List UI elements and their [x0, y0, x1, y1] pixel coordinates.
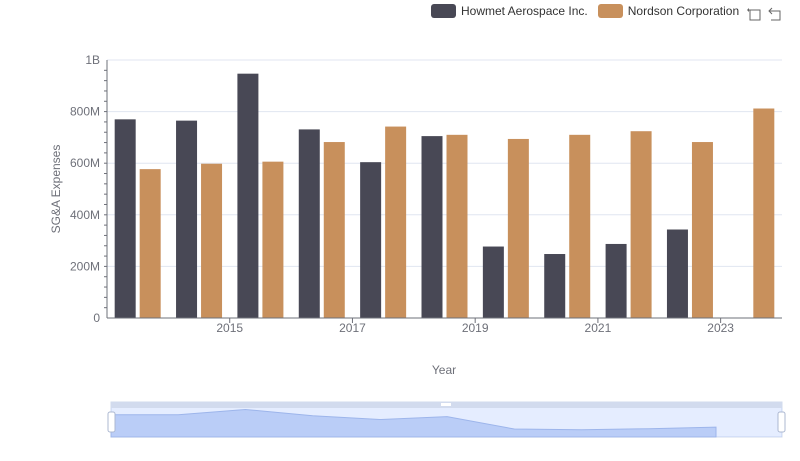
bar-nordson-2022[interactable]	[630, 131, 652, 318]
x-axis: 2015 2017 2019 2021 2023	[107, 317, 782, 335]
bar-howmet-2014[interactable]	[114, 119, 136, 318]
bar-howmet-2019[interactable]	[421, 136, 443, 318]
legend-swatch-howmet	[431, 4, 456, 18]
y-tick-label: 600M	[70, 156, 100, 170]
slider-drag-grip[interactable]	[441, 403, 451, 406]
bar-howmet-2022[interactable]	[605, 243, 627, 318]
x-tick-label: 2021	[585, 321, 612, 335]
bar-nordson-2020[interactable]	[507, 138, 529, 318]
x-tick-label: 2023	[707, 321, 734, 335]
x-axis-title: Year	[432, 363, 456, 377]
slider-right-handle[interactable]	[777, 411, 786, 433]
y-tick-label: 1B	[85, 53, 100, 67]
bar-nordson-2015[interactable]	[201, 163, 223, 318]
bar-nordson-2024[interactable]	[753, 108, 775, 318]
legend: Howmet Aerospace Inc. Nordson Corporatio…	[431, 4, 749, 18]
x-tick-label: 2019	[462, 321, 489, 335]
y-tick-label: 800M	[70, 105, 100, 119]
x-tick-label: 2017	[339, 321, 366, 335]
bar-howmet-2015[interactable]	[176, 120, 198, 318]
bar-nordson-2016[interactable]	[262, 161, 284, 318]
bars	[114, 73, 775, 319]
y-tick-label: 0	[93, 311, 100, 325]
slider-selected-range	[111, 408, 782, 437]
toolbox	[746, 6, 790, 22]
bar-nordson-2017[interactable]	[323, 142, 345, 318]
zoom-icon[interactable]	[746, 6, 762, 22]
slider-preview-area	[110, 408, 717, 438]
legend-item-howmet[interactable]: Howmet Aerospace Inc.	[431, 4, 588, 18]
y-tick-label: 200M	[70, 259, 100, 273]
bar-nordson-2018[interactable]	[385, 126, 407, 319]
bar-nordson-2023[interactable]	[691, 142, 713, 318]
bar-howmet-2023[interactable]	[666, 229, 688, 318]
legend-swatch-nordson	[597, 4, 623, 18]
bar-howmet-2017[interactable]	[298, 129, 320, 318]
bar-nordson-2021[interactable]	[569, 134, 591, 318]
restore-icon[interactable]	[768, 6, 784, 22]
data-zoom-slider[interactable]	[107, 401, 786, 438]
y-axis-title: SG&A Expenses	[49, 145, 63, 234]
bar-nordson-2014[interactable]	[139, 169, 161, 318]
legend-item-nordson[interactable]: Nordson Corporation	[597, 4, 740, 18]
bar-howmet-2021[interactable]	[544, 254, 566, 318]
legend-label-nordson: Nordson Corporation	[627, 4, 740, 18]
bar-howmet-2018[interactable]	[360, 162, 382, 318]
bar-nordson-2019[interactable]	[446, 134, 468, 318]
bar-howmet-2020[interactable]	[482, 246, 504, 318]
x-tick-label: 2015	[216, 321, 243, 335]
y-tick-label: 400M	[70, 208, 100, 222]
y-axis: 0 200M 400M 600M 800M 1B	[70, 53, 108, 325]
legend-label-howmet: Howmet Aerospace Inc.	[461, 4, 588, 18]
slider-left-handle[interactable]	[107, 411, 116, 433]
bar-howmet-2016[interactable]	[237, 73, 259, 318]
